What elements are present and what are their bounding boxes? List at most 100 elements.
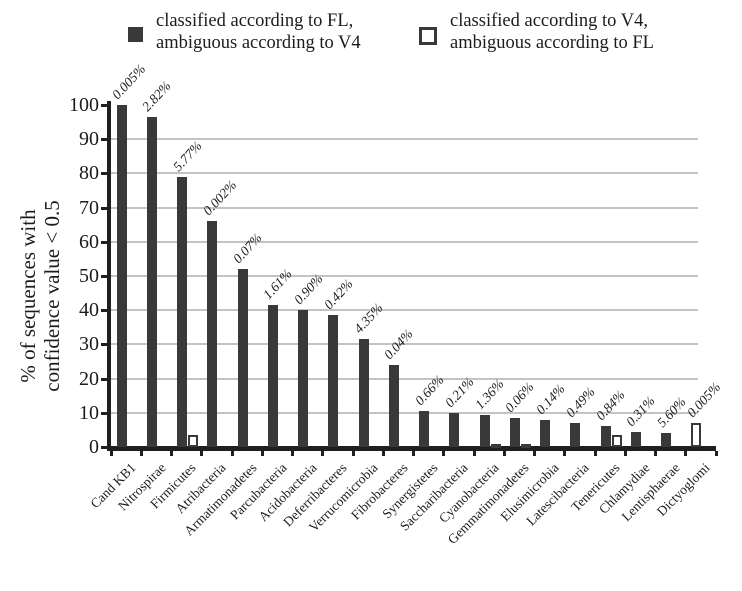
gridline-y80 — [111, 172, 698, 175]
y-tick-40 — [101, 309, 107, 313]
x-tick-18 — [654, 451, 657, 456]
y-tick-20 — [101, 377, 107, 381]
gridline-y30 — [111, 343, 698, 346]
value-label-verrucomicrobia: 4.35% — [351, 300, 386, 337]
open-bar-dictyoglomi — [691, 423, 702, 447]
y-axis-title: % of sequences with confidence value < 0… — [16, 146, 64, 446]
y-axis-line — [107, 101, 111, 451]
filled-bar-tenericutes — [600, 426, 611, 447]
filled-bar-chlamydiae — [630, 431, 641, 447]
x-tick-16 — [593, 451, 597, 456]
filled-bar-deferribacteres — [328, 315, 339, 447]
value-label-nitrospirae: 2.82% — [139, 78, 175, 114]
gridline-y60 — [111, 240, 698, 243]
filled-bar-nitrospirae — [146, 116, 157, 447]
x-tick-20 — [714, 451, 718, 456]
y-tick-label-100: 100 — [69, 94, 99, 116]
filled-bar-firmicutes — [177, 176, 187, 447]
x-tick-4 — [230, 451, 234, 456]
x-tick-13 — [502, 451, 506, 456]
open-bar-tenericutes — [611, 435, 622, 447]
y-axis-title-line1: % of sequences with — [16, 209, 40, 383]
filled-bar-gemmatimonadetes — [509, 417, 520, 447]
y-tick-label-60: 60 — [79, 230, 99, 253]
y-tick-80 — [101, 172, 107, 176]
x-tick-6 — [291, 451, 294, 456]
filled-bar-cyanobacteria — [479, 414, 490, 447]
y-tick-50 — [101, 275, 107, 278]
x-tick-17 — [623, 451, 627, 456]
y-tick-100 — [101, 104, 107, 107]
y-tick-10 — [101, 411, 107, 415]
x-tick-5 — [260, 451, 264, 456]
x-tick-15 — [563, 451, 567, 456]
filled-bar-verrucomicrobia — [358, 339, 369, 447]
gridline-y20 — [111, 377, 698, 380]
legend-label-v4: classified according to V4, ambiguous ac… — [450, 10, 654, 54]
y-tick-label-70: 70 — [79, 196, 99, 219]
bar-chart-figure: classified according to FL, ambiguous ac… — [16, 10, 724, 547]
filled-bar-parcubacteria — [267, 305, 278, 447]
value-label-armatimonadetes: 0.07% — [230, 230, 265, 267]
value-label-cand-kb1: 0.005% — [109, 61, 149, 102]
value-label-firmicutes: 5.77% — [169, 138, 205, 174]
open-square-icon — [419, 27, 437, 45]
y-tick-90 — [101, 138, 107, 142]
x-tick-19 — [684, 451, 688, 456]
x-tick-1 — [139, 451, 143, 456]
gridline-y70 — [111, 206, 698, 209]
filled-bar-synergistetes — [419, 411, 429, 447]
filled-bar-fibrobacteres — [388, 364, 399, 447]
gridline-y10 — [111, 411, 698, 414]
x-tick-8 — [351, 451, 355, 456]
y-tick-0 — [101, 446, 107, 449]
x-tick-7 — [321, 451, 325, 456]
gridline-y90 — [111, 138, 698, 141]
gridline-y40 — [111, 309, 698, 312]
x-tick-0 — [109, 451, 113, 456]
legend-label-fl-line1: classified according to FL, — [156, 11, 354, 31]
x-tick-3 — [200, 451, 204, 456]
x-tick-9 — [381, 451, 385, 456]
legend-item-v4: classified according to V4, ambiguous ac… — [419, 10, 654, 54]
filled-bar-acidobacteria — [298, 310, 308, 447]
filled-bar-elusimicrobia — [540, 419, 550, 447]
value-label-atribacteria: 0.002% — [199, 177, 240, 219]
value-label-chlamydiae: 0.31% — [623, 392, 659, 429]
value-label-latescibacteria: 0.49% — [562, 384, 598, 421]
y-tick-60 — [101, 240, 107, 244]
legend-label-fl: classified according to FL, ambiguous ac… — [156, 10, 361, 54]
legend-label-v4-line1: classified according to V4, — [450, 11, 648, 31]
value-label-cyanobacteria: 1.36% — [472, 375, 507, 412]
open-bar-gemmatimonadetes — [520, 444, 531, 449]
open-bar-firmicutes — [188, 435, 198, 447]
y-tick-70 — [101, 206, 107, 210]
gridline-y50 — [111, 275, 698, 277]
x-tick-2 — [170, 451, 173, 456]
y-tick-label-80: 80 — [79, 162, 99, 185]
value-label-deferribacteres: 0.42% — [320, 276, 356, 313]
value-label-gemmatimonadetes: 0.06% — [502, 379, 538, 415]
filled-bar-cand-kb1 — [116, 105, 127, 447]
value-label-parcubacteria: 1.61% — [260, 266, 296, 303]
legend-label-v4-line2: ambiguous according to FL — [450, 33, 654, 53]
y-tick-label-50: 50 — [79, 265, 99, 287]
x-tick-10 — [412, 451, 415, 456]
filled-bar-latescibacteria — [570, 423, 581, 447]
value-label-dictyoglomi: 0.005% — [683, 379, 724, 421]
filled-square-icon — [128, 27, 143, 42]
y-tick-label-0: 0 — [89, 436, 99, 458]
x-tick-11 — [442, 451, 446, 456]
legend-label-fl-line2: ambiguous according to V4 — [156, 33, 361, 53]
open-bar-cyanobacteria — [490, 443, 501, 448]
y-tick-label-30: 30 — [79, 333, 99, 356]
y-tick-label-90: 90 — [79, 128, 99, 151]
x-tick-14 — [533, 451, 536, 456]
y-axis-title-line2: confidence value < 0.5 — [40, 200, 64, 392]
y-tick-label-20: 20 — [79, 367, 99, 390]
y-tick-label-40: 40 — [79, 299, 99, 322]
x-axis-line — [107, 446, 716, 451]
y-tick-label-10: 10 — [79, 401, 99, 424]
y-tick-30 — [101, 343, 107, 347]
filled-bar-atribacteria — [207, 221, 218, 447]
